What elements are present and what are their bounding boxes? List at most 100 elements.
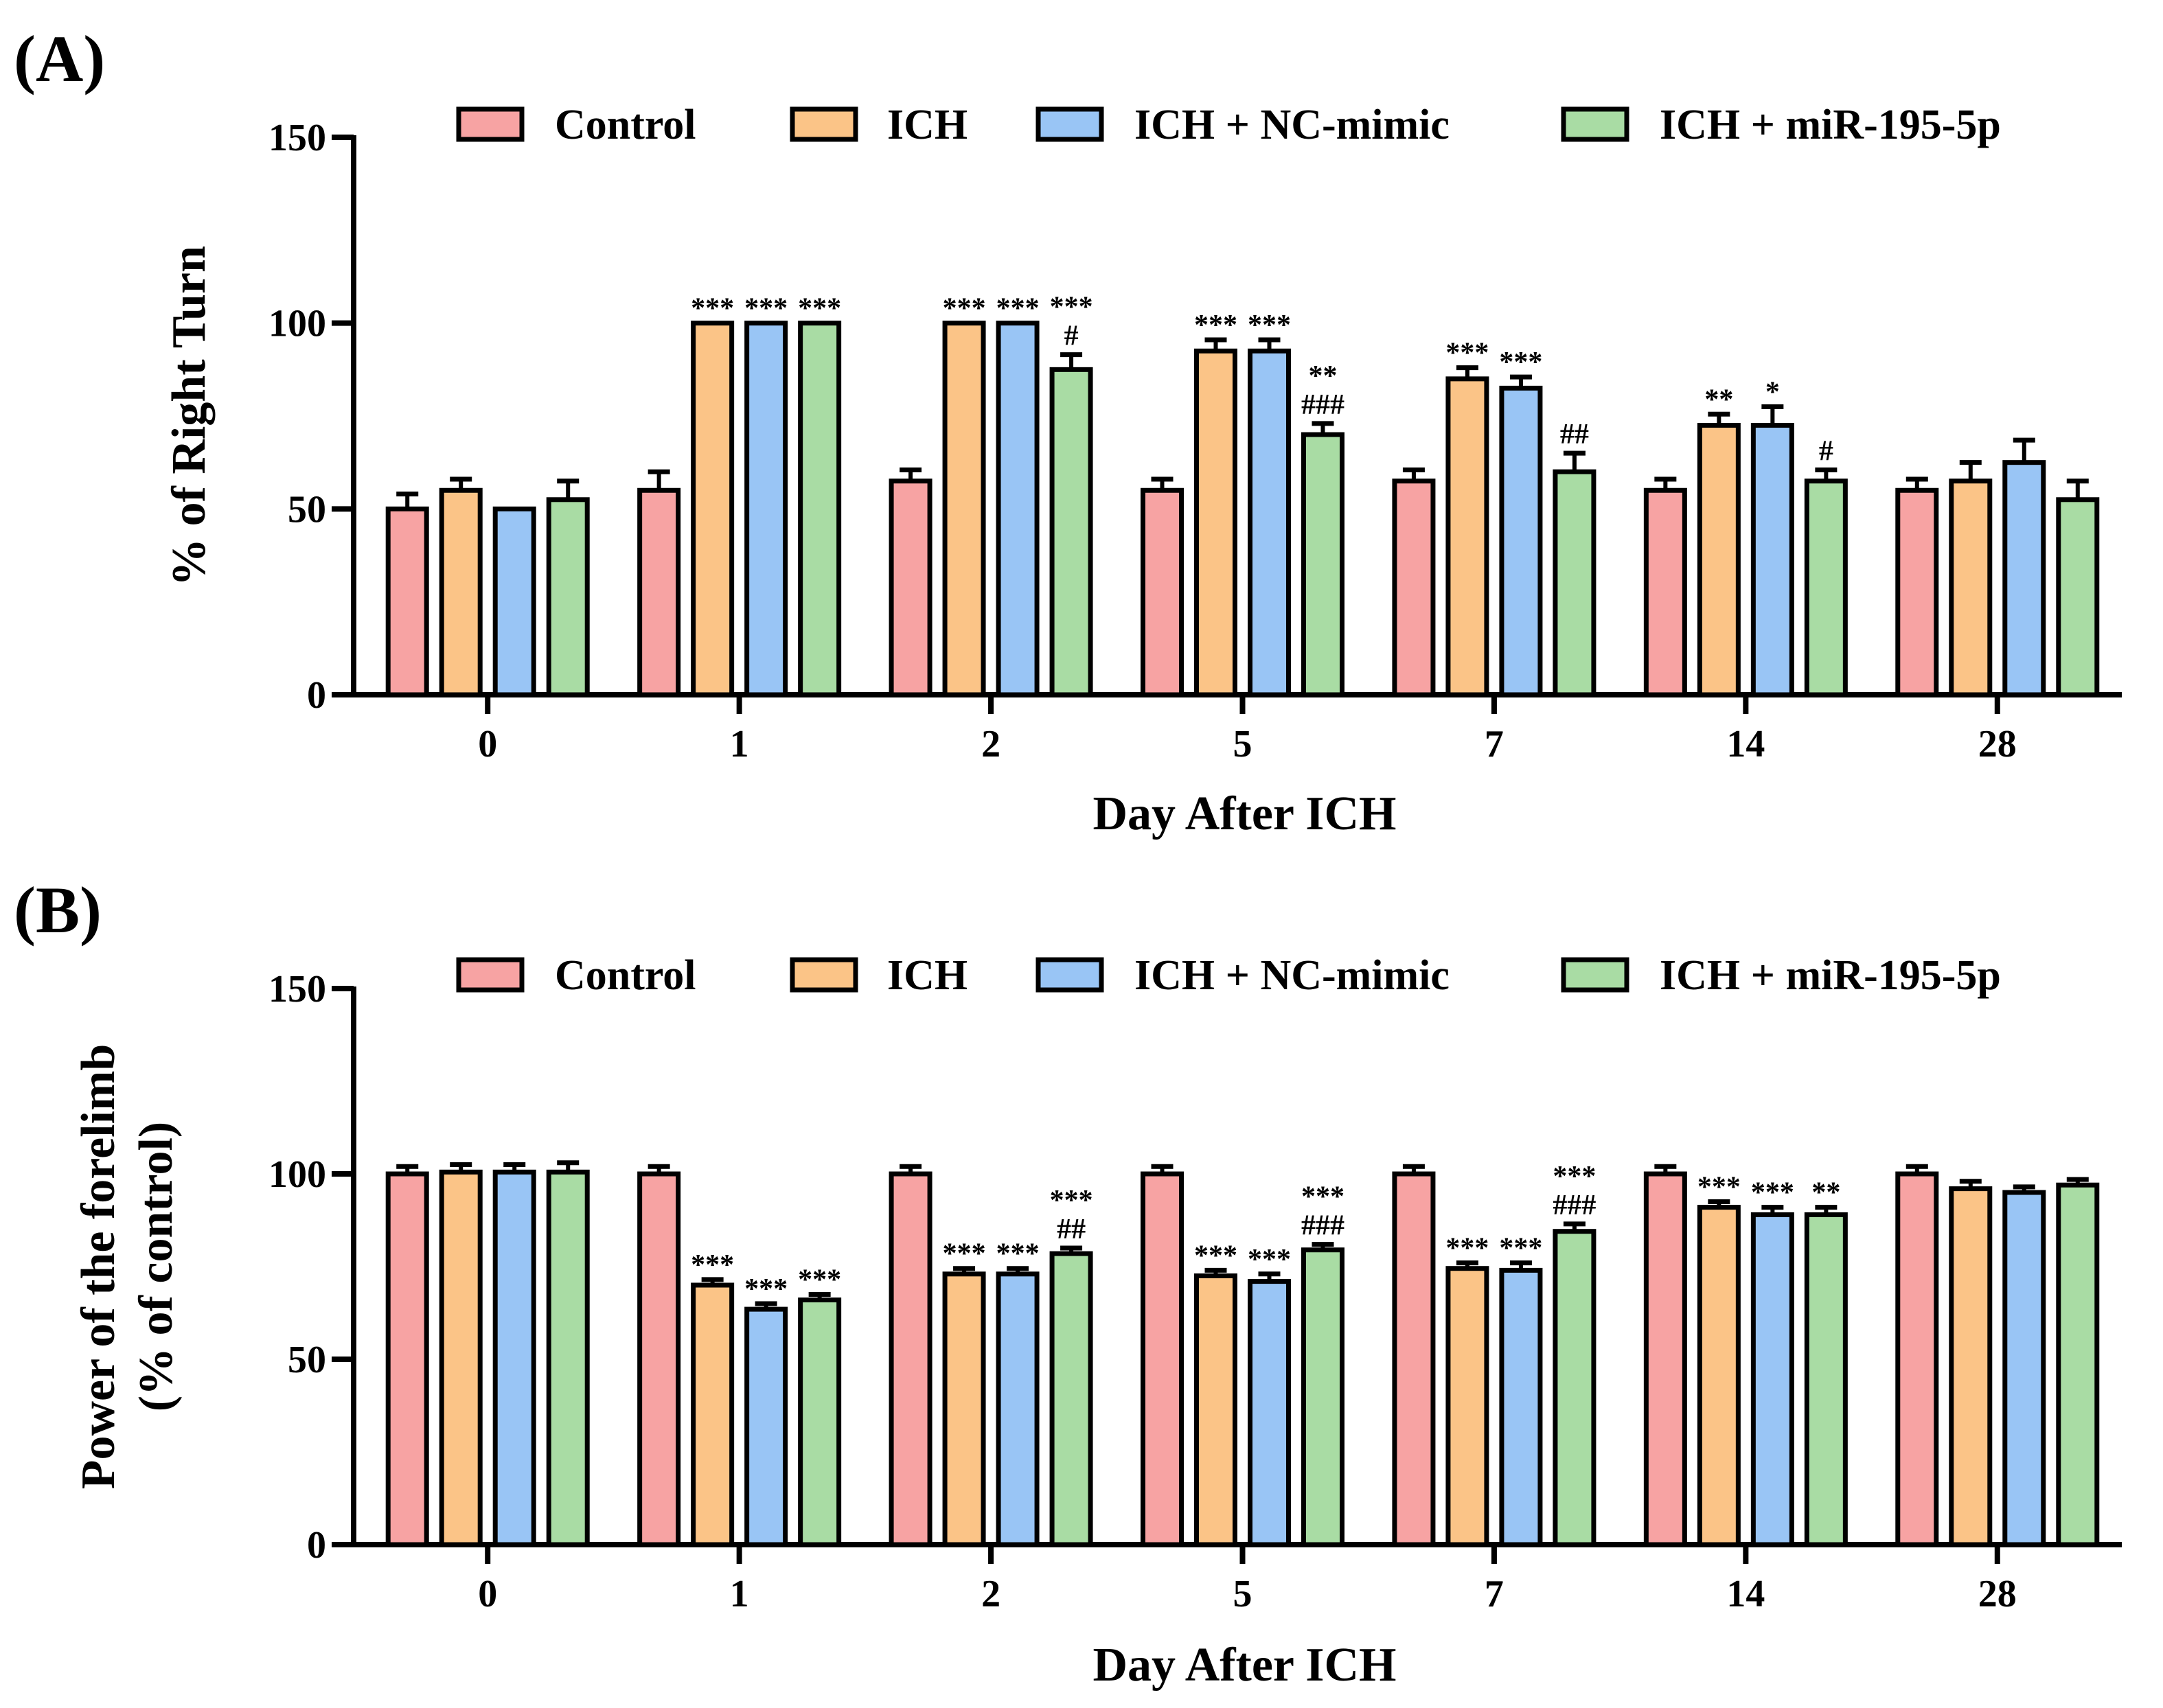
significance-label: *** <box>1301 1181 1344 1213</box>
legend-label-0: Control <box>555 102 696 148</box>
x-axis-title: Day After ICH <box>1093 787 1397 840</box>
bar-control <box>1895 1171 1939 1547</box>
bar-ich <box>942 321 986 697</box>
bar-control <box>1392 478 1436 697</box>
y-axis-title-line: Power of the forelimb <box>72 1044 125 1490</box>
x-tick-label: 0 <box>478 1573 497 1615</box>
significance-label: *** <box>798 293 841 325</box>
bar-ich <box>942 1271 986 1547</box>
significance-label: *** <box>1194 310 1237 341</box>
x-tick-label: 5 <box>1233 723 1252 765</box>
bar-ich-nc-mimic <box>492 506 536 697</box>
significance-label: *** <box>1248 1244 1291 1276</box>
bar-control <box>1141 487 1184 697</box>
legend-label-3: ICH + miR-195-5p <box>1660 952 2001 999</box>
significance-label: # <box>1819 435 1833 467</box>
significance-label: *** <box>1499 1233 1542 1265</box>
legend-label-1: ICH <box>887 102 968 148</box>
y-tick-label: 50 <box>288 1339 326 1381</box>
bar-ich-mir-195-5p <box>1049 1251 1093 1547</box>
bar-ich-mir-195-5p <box>1804 1212 1848 1547</box>
significance-label: *** <box>943 293 986 325</box>
legend-swatch-1 <box>790 106 858 142</box>
bar-control <box>1643 487 1687 697</box>
significance-label: ** <box>1309 360 1338 392</box>
bar-ich <box>1949 1186 1993 1547</box>
y-tick-label: 0 <box>307 1524 326 1567</box>
significance-label: ** <box>1704 384 1733 415</box>
significance-label: ** <box>1811 1177 1840 1209</box>
y-tick-label: 0 <box>307 674 326 717</box>
bar-control <box>1392 1171 1436 1547</box>
x-tick-label: 14 <box>1726 723 1765 765</box>
bar-ich-mir-195-5p <box>1301 1247 1344 1547</box>
bar-ich <box>439 487 483 697</box>
legend-label-2: ICH + NC-mimic <box>1134 952 1450 999</box>
bar-ich-nc-mimic <box>1499 385 1543 697</box>
significance-label: *** <box>1553 1161 1596 1192</box>
bar-ich-mir-195-5p <box>798 321 842 697</box>
x-tick-label: 5 <box>1233 1573 1252 1615</box>
legend-swatch-1 <box>790 957 858 993</box>
significance-label: *** <box>996 1238 1040 1270</box>
significance-label: * <box>1765 376 1780 408</box>
bar-ich-nc-mimic <box>2002 460 2046 697</box>
legend-swatch-2 <box>1035 106 1104 142</box>
significance-label: ### <box>1553 1190 1596 1221</box>
x-tick-label: 1 <box>730 723 749 765</box>
y-tick-label: 150 <box>268 968 326 1011</box>
bar-control <box>1643 1171 1687 1547</box>
legend-label-1: ICH <box>887 952 968 999</box>
bar-ich-mir-195-5p <box>2056 497 2100 697</box>
bar-control <box>637 487 681 697</box>
panel-label: (A) <box>14 22 105 95</box>
panel-a: (A) Control ICH ICH + NC-mimic ICH + miR-195… <box>14 22 2122 840</box>
bar-control <box>1141 1171 1184 1547</box>
x-axis-title: Day After ICH <box>1093 1639 1397 1692</box>
significance-label: *** <box>691 1249 734 1281</box>
legend-swatch-0 <box>456 957 525 993</box>
bar-ich <box>1949 478 1993 697</box>
bar-ich-nc-mimic <box>1248 348 1291 697</box>
significance-label: *** <box>744 293 788 325</box>
bar-ich-mir-195-5p <box>1049 367 1093 697</box>
significance-label: ### <box>1301 1210 1344 1242</box>
bar-control <box>385 506 429 697</box>
bar-ich-nc-mimic <box>1499 1267 1543 1547</box>
x-tick-label: 28 <box>1978 1573 2017 1615</box>
significance-label: *** <box>1194 1240 1237 1271</box>
bar-ich-nc-mimic <box>492 1169 536 1547</box>
x-tick-label: 2 <box>981 1573 1000 1615</box>
bar-ich <box>691 1282 735 1547</box>
significance-label: *** <box>996 293 1040 325</box>
bar-ich <box>1194 1273 1237 1547</box>
bar-ich <box>1697 1205 1741 1547</box>
significance-label: # <box>1064 321 1079 352</box>
bar-control <box>889 1171 932 1547</box>
legend-swatch-0 <box>456 106 525 142</box>
bar-ich-mir-195-5p <box>2056 1182 2100 1547</box>
bar-ich-nc-mimic <box>996 1271 1040 1547</box>
significance-label: *** <box>1050 1185 1093 1216</box>
significance-label: *** <box>1445 338 1489 369</box>
x-tick-label: 7 <box>1485 723 1504 765</box>
y-tick-label: 100 <box>268 303 326 345</box>
bar-ich-nc-mimic <box>744 1306 788 1547</box>
legend-swatch-2 <box>1035 957 1104 993</box>
significance-label: *** <box>798 1265 841 1296</box>
x-tick-label: 1 <box>730 1573 749 1615</box>
legend-swatch-3 <box>1561 957 1629 993</box>
bar-ich <box>691 321 735 697</box>
bar-ich <box>439 1169 483 1547</box>
legend-label-3: ICH + miR-195-5p <box>1660 102 2001 148</box>
bar-ich-nc-mimic <box>2002 1190 2046 1547</box>
significance-label: ## <box>1560 419 1589 450</box>
bar-ich-mir-195-5p <box>1301 432 1344 697</box>
significance-label: *** <box>1050 292 1093 323</box>
bar-ich-mir-195-5p <box>546 497 590 697</box>
y-axis-title-line: (% of control) <box>130 1122 183 1412</box>
x-tick-label: 28 <box>1978 723 2017 765</box>
bar-ich <box>1697 423 1741 697</box>
x-tick-label: 0 <box>478 723 497 765</box>
significance-label: *** <box>744 1273 788 1305</box>
